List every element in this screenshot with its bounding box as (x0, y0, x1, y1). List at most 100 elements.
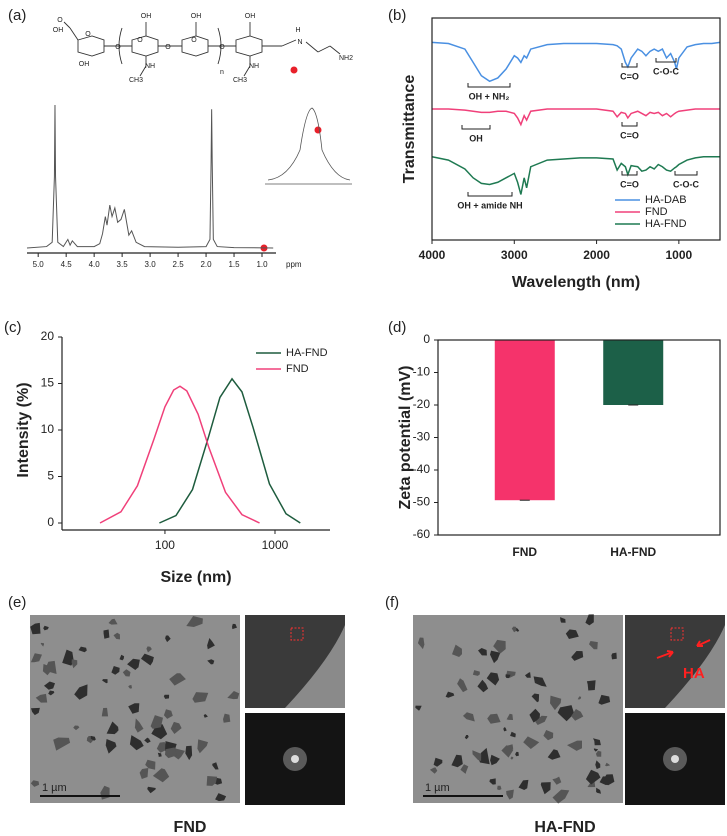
x-tick-label: 4000 (419, 248, 446, 262)
particle (478, 648, 487, 656)
y-tick-label: -10 (413, 365, 431, 379)
particle (105, 739, 117, 754)
structure-label: H (295, 27, 300, 34)
particle (511, 626, 517, 633)
bracket (461, 125, 491, 130)
structure-label: O (219, 44, 225, 51)
particle (596, 787, 601, 794)
structure-label: O (191, 37, 197, 44)
particle (415, 705, 422, 711)
particle (451, 754, 463, 768)
legend-label: FND (645, 206, 668, 218)
bracket (467, 192, 513, 197)
panel-label: (d) (388, 319, 406, 336)
legend-label: HA-FND (645, 218, 687, 230)
structure-label: CH3 (129, 77, 143, 84)
x-tick-label: 1.0 (256, 260, 268, 269)
x-tick-label: 1000 (666, 248, 693, 262)
particle (593, 748, 599, 752)
x-tick-label: 3000 (501, 248, 528, 262)
particle (540, 782, 551, 795)
x-tick-label: 5.0 (33, 260, 45, 269)
annotation: C=O (620, 130, 639, 140)
particle (145, 759, 156, 770)
bracket (467, 83, 511, 88)
particle (417, 637, 425, 650)
particle (599, 776, 614, 786)
particle (103, 629, 110, 639)
particle (157, 752, 162, 757)
roi-box (670, 627, 684, 641)
x-tick-label: 100 (155, 538, 175, 552)
particle (518, 779, 529, 790)
particle (74, 684, 88, 700)
particle (152, 768, 170, 783)
y-tick-label: 20 (41, 329, 55, 343)
y-axis-label: Transmittance (401, 75, 418, 184)
image-caption: FND (174, 819, 207, 836)
particle (53, 737, 71, 751)
structure-label: OH (141, 13, 152, 20)
particle (472, 750, 482, 761)
particle (71, 659, 78, 669)
particle (203, 714, 208, 718)
particle (531, 693, 540, 703)
particle (90, 735, 96, 741)
particle (206, 776, 218, 786)
particle (510, 756, 514, 760)
particle (552, 789, 570, 804)
structure-label: n (220, 69, 224, 76)
structure-label: NH (249, 63, 259, 70)
y-tick-label: 5 (47, 469, 54, 483)
image-caption: HA-FND (534, 819, 595, 836)
particle (515, 751, 519, 757)
y-tick-label: -60 (413, 527, 431, 541)
x-tick-label: 3.5 (117, 260, 129, 269)
particle (35, 693, 48, 703)
particle (165, 635, 171, 643)
x-axis-label: Size (nm) (160, 569, 231, 586)
particle (486, 672, 500, 686)
particle (62, 649, 74, 666)
particle (535, 715, 548, 725)
structure-label: O (137, 37, 143, 44)
x-axis-label: ppm (286, 260, 302, 269)
particle (487, 713, 501, 724)
structure-label: OH (191, 13, 202, 20)
particle (523, 736, 540, 749)
particle (102, 679, 108, 684)
particle (101, 707, 109, 717)
particle (144, 737, 151, 744)
particle (464, 735, 469, 740)
particle (565, 629, 579, 639)
particle (505, 674, 511, 679)
structure-label: CH3 (233, 77, 247, 84)
plot-frame (431, 17, 721, 241)
bracket (655, 58, 677, 63)
y-tick-label: -20 (413, 397, 431, 411)
nmr-inset (265, 107, 352, 185)
particle (232, 623, 237, 630)
particle (141, 653, 154, 666)
structure-bonds (63, 21, 341, 77)
particle (586, 680, 596, 691)
particle (557, 705, 575, 722)
particle (547, 749, 561, 760)
panel-label: (b) (388, 7, 406, 24)
legend-label: FND (286, 363, 309, 375)
x-tick-label: 2.5 (173, 260, 185, 269)
particle (543, 730, 554, 741)
particle (227, 691, 240, 700)
x-tick-label: 1000 (262, 538, 289, 552)
structure-label: O (85, 31, 91, 38)
particle (44, 681, 55, 690)
series-line (432, 108, 720, 127)
particle (165, 747, 177, 759)
particle (113, 632, 120, 640)
particle (169, 673, 186, 686)
particle (212, 762, 219, 770)
panel-label: (c) (4, 319, 22, 336)
annotation: OH + amide NH (457, 200, 522, 210)
series-line (99, 385, 260, 524)
particle (463, 712, 475, 722)
